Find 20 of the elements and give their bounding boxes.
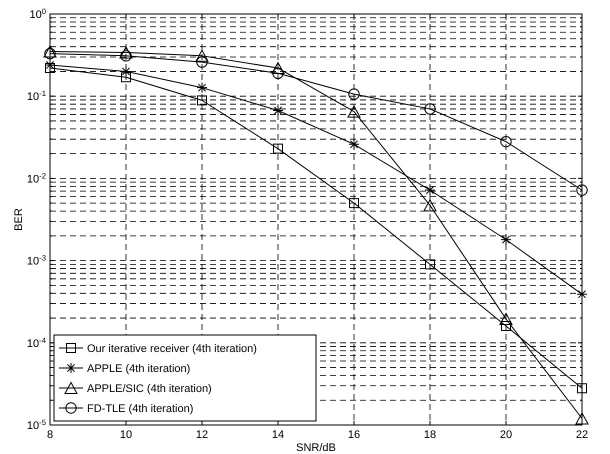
x-tick-label: 12 [196,429,208,441]
x-tick-label: 14 [272,429,284,441]
x-tick-label: 16 [348,429,360,441]
y-tick-label: 10$^{-3}$ [26,253,46,268]
x-tick-label: 10 [120,429,132,441]
y-tick-label: 10$^{-1}$ [26,88,46,104]
legend-label: APPLE (4th iteration) [87,363,190,375]
legend-label: APPLE/SIC (4th iteration) [87,383,212,395]
y-tick-label: 10$^{0}$ [29,6,46,21]
legend-label: FD-TLE (4th iteration) [87,403,194,415]
x-tick-label: 8 [46,429,54,441]
legend-label: Our iterative receiver (4th iteration) [87,343,257,355]
x-tick-label: 20 [500,429,512,441]
y-tick-label: 10$^{-2}$ [26,170,46,186]
y-tick-label: 10$^{-5}$ [26,418,46,432]
y-axis-title: BER [13,208,25,231]
y-tick-label: 10$^{-4}$ [26,335,47,350]
x-tick-label: 22 [576,429,588,441]
x-tick-label: 18 [424,429,436,441]
x-axis-title: SNR/dB [296,442,336,454]
